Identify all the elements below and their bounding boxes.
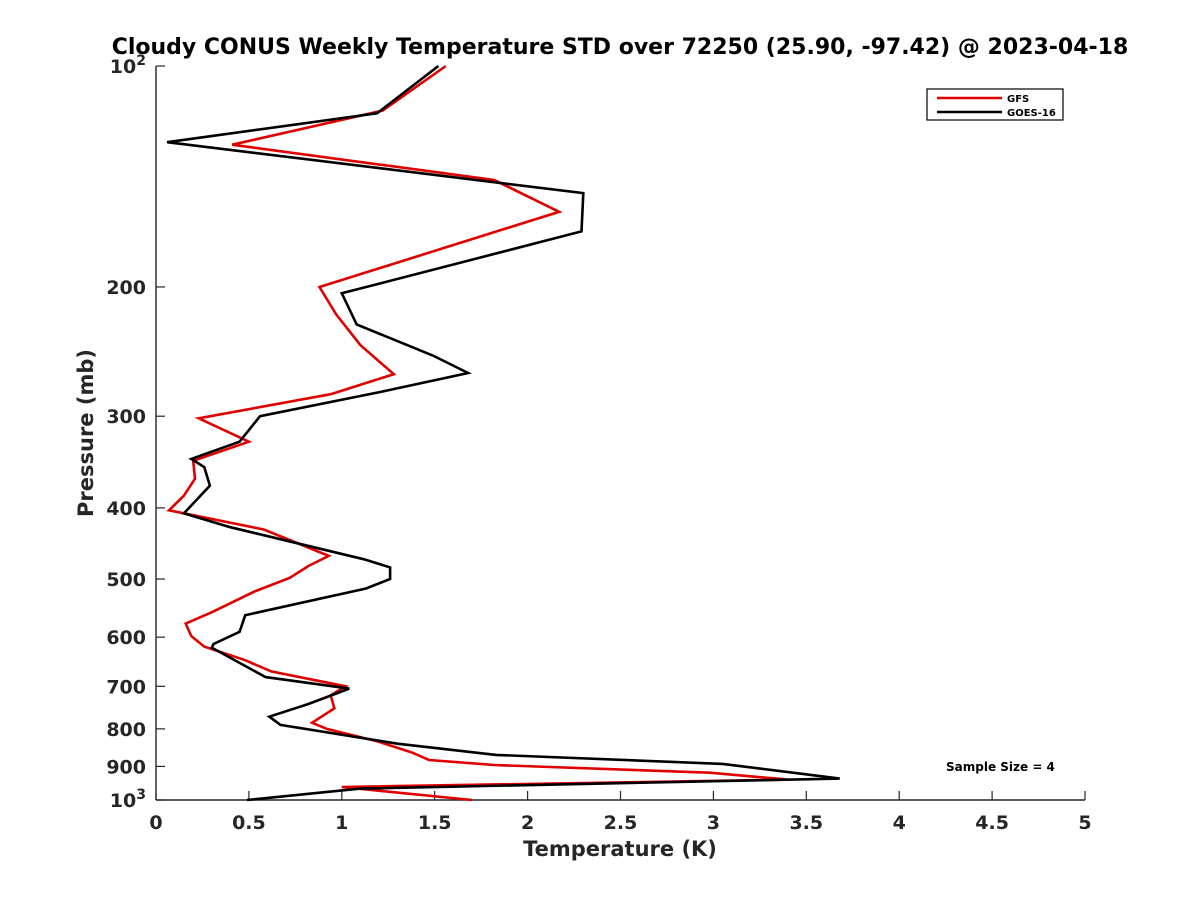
y-tick-label-base: 600 bbox=[106, 627, 146, 649]
y-tick-label-base: 10 bbox=[110, 790, 136, 812]
y-tick-label-base: 400 bbox=[106, 498, 146, 520]
x-tick-label: 4 bbox=[893, 812, 906, 834]
x-tick-label: 0.5 bbox=[232, 812, 266, 834]
x-tick-label: 3.5 bbox=[789, 812, 823, 834]
sample-size-annotation: Sample Size = 4 bbox=[946, 760, 1055, 774]
y-tick-label-base: 10 bbox=[110, 56, 136, 78]
x-ticks: 0 0.5 1 1.5 2 2.5 3 3.5 4 4.5 5 bbox=[149, 791, 1092, 834]
series-line-goes-16 bbox=[166, 64, 840, 802]
y-tick-label: 800 bbox=[106, 719, 146, 741]
x-axis-title: Temperature (K) bbox=[523, 837, 717, 861]
y-tick-label-base: 500 bbox=[106, 569, 146, 591]
y-tick-label-base: 800 bbox=[106, 719, 146, 741]
x-tick-label: 1 bbox=[335, 812, 348, 834]
x-tick-label: 4.5 bbox=[975, 812, 1009, 834]
y-tick-label: 600 bbox=[106, 627, 146, 649]
legend-label: GFS bbox=[1007, 94, 1029, 105]
y-tick-label-base: 700 bbox=[106, 676, 146, 698]
y-tick-label: 200 bbox=[106, 277, 146, 299]
y-tick-label: 900 bbox=[106, 756, 146, 778]
y-axis-title: Pressure (mb) bbox=[74, 349, 98, 517]
y-tick-label: 300 bbox=[106, 406, 146, 428]
axes bbox=[155, 66, 1085, 801]
chart-title: Cloudy CONUS Weekly Temperature STD over… bbox=[112, 35, 1129, 60]
legend-label: GOES-16 bbox=[1007, 108, 1056, 119]
y-tick-label-base: 300 bbox=[106, 406, 146, 428]
series-line-gfs bbox=[166, 64, 788, 802]
series-layer bbox=[166, 64, 840, 802]
y-tick-label: 500 bbox=[106, 569, 146, 591]
y-tick-label-base: 900 bbox=[106, 756, 146, 778]
x-tick-label: 0 bbox=[149, 812, 162, 834]
y-tick-label: 400 bbox=[106, 498, 146, 520]
y-tick-label: 103 bbox=[110, 787, 146, 812]
x-tick-label: 5 bbox=[1078, 812, 1091, 834]
x-tick-label: 2.5 bbox=[604, 812, 638, 834]
legend-box bbox=[926, 88, 1064, 121]
legend: GFS GOES-16 bbox=[926, 88, 1064, 121]
x-tick-label: 1.5 bbox=[418, 812, 452, 834]
y-tick-label-exponent: 2 bbox=[136, 53, 146, 69]
y-tick-label: 102 bbox=[110, 53, 146, 78]
y-tick-label-exponent: 3 bbox=[136, 787, 146, 803]
x-tick-label: 2 bbox=[521, 812, 534, 834]
y-tick-label: 700 bbox=[106, 676, 146, 698]
y-tick-label-base: 200 bbox=[106, 277, 146, 299]
x-tick-label: 3 bbox=[707, 812, 720, 834]
